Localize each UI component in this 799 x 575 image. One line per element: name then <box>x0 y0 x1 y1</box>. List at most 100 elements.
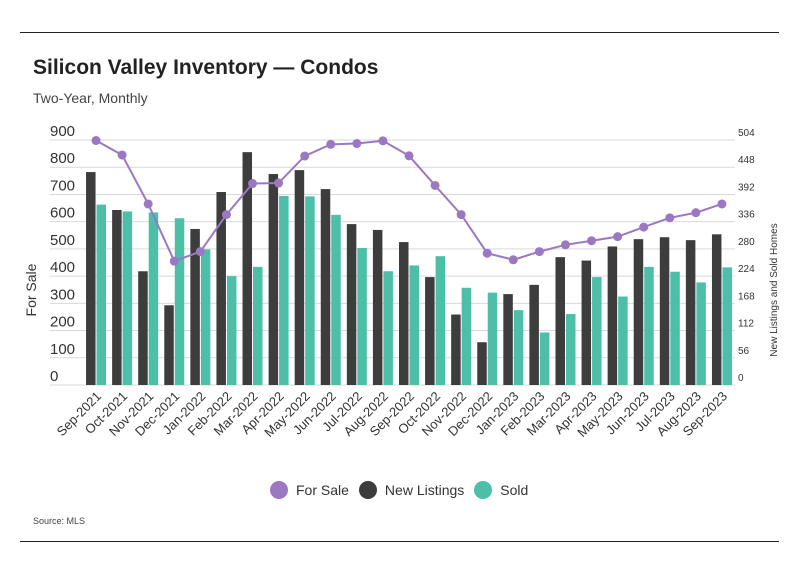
bar-sold <box>226 276 237 385</box>
bar-new-listings <box>138 271 148 385</box>
right-axis-label: New Listings and Sold Homes <box>769 223 780 356</box>
bar-sold <box>618 296 628 385</box>
for-sale-point <box>91 136 101 146</box>
for-sale-point <box>274 178 284 188</box>
right-tick-label: 168 <box>738 291 755 302</box>
bar-sold <box>122 211 133 385</box>
bar-sold <box>565 314 576 385</box>
bar-sold <box>305 196 315 385</box>
for-sale-point <box>587 236 597 246</box>
for-sale-point <box>613 232 623 242</box>
left-tick-label: 500 <box>50 232 75 249</box>
bar-new-listings <box>503 294 513 385</box>
left-tick-label: 200 <box>50 314 75 331</box>
legend-label-new-listings: New Listings <box>384 482 465 498</box>
right-tick-label: 112 <box>738 319 754 330</box>
for-sale-point <box>430 180 440 190</box>
right-tick-label: 224 <box>738 264 755 275</box>
bar-new-listings <box>685 240 696 385</box>
left-tick-label: 900 <box>50 123 75 140</box>
for-sale-line <box>91 136 727 266</box>
bar-new-listings <box>294 170 305 385</box>
bar-sold <box>174 218 185 385</box>
right-tick-label: 280 <box>738 237 755 248</box>
bar-sold <box>357 247 367 385</box>
chart-title: Silicon Valley Inventory — Condos <box>33 56 379 79</box>
for-sale-point <box>169 256 179 266</box>
bar-new-listings <box>242 152 253 385</box>
right-axis-tick-labels: 0 56 112 168 224 280 336 392 448 504 <box>738 128 755 384</box>
bar-new-listings <box>607 246 618 385</box>
x-axis-tick-labels: Sep-2021Oct-2021Nov-2021Dec-2021Jan-2022… <box>54 389 730 440</box>
right-tick-label: 56 <box>738 346 750 357</box>
bar-new-listings <box>216 192 226 385</box>
chart-subtitle: Two-Year, Monthly <box>33 90 148 106</box>
left-tick-label: 800 <box>50 150 75 167</box>
bar-sold <box>487 292 498 385</box>
bar-sold <box>253 266 263 385</box>
for-sale-point <box>117 150 127 160</box>
for-sale-point <box>248 179 258 189</box>
bar-sold <box>722 267 732 385</box>
for-sale-point <box>195 247 205 257</box>
for-sale-point <box>717 199 727 209</box>
bar-sold <box>409 265 419 385</box>
right-tick-label: 448 <box>738 155 755 166</box>
bar-sold <box>331 214 341 385</box>
legend-swatch-for-sale <box>270 481 288 499</box>
for-sale-point <box>378 136 388 146</box>
legend-item-for-sale: For Sale <box>270 481 349 499</box>
bar-sold <box>513 310 524 385</box>
for-sale-point <box>665 213 675 223</box>
left-tick-label: 0 <box>50 368 58 385</box>
legend-swatch-sold <box>474 481 493 499</box>
bar-sold <box>644 266 654 385</box>
bars <box>86 152 732 385</box>
bar-new-listings <box>581 260 592 385</box>
left-tick-label: 700 <box>50 177 75 194</box>
bar-sold <box>435 256 446 385</box>
for-sale-point <box>560 240 570 250</box>
for-sale-point <box>300 151 310 161</box>
top-rule <box>20 32 779 33</box>
bar-sold <box>670 271 680 385</box>
bar-sold <box>592 277 602 385</box>
for-sale-point <box>482 248 492 258</box>
bar-sold <box>279 195 289 385</box>
right-tick-label: 392 <box>738 182 755 193</box>
for-sale-point <box>508 255 518 265</box>
bar-new-listings <box>164 305 174 385</box>
left-tick-label: 300 <box>50 286 75 303</box>
bar-new-listings <box>399 242 409 385</box>
chart: 0 100 200 300 400 500 600 700 800 900 0 56 112 168 22… <box>23 123 780 440</box>
legend-item-new-listings: New Listings <box>358 481 465 499</box>
right-tick-label: 504 <box>738 128 755 139</box>
left-tick-label: 600 <box>50 205 75 222</box>
left-axis-label: For Sale <box>23 263 39 316</box>
bar-sold <box>696 282 706 385</box>
bar-sold <box>200 249 211 385</box>
bar-new-listings <box>659 237 670 385</box>
bar-new-listings <box>477 342 487 385</box>
bar-sold <box>539 332 550 385</box>
left-tick-label: 100 <box>50 341 75 358</box>
legend: For Sale New Listings Sold <box>270 481 528 499</box>
for-sale-point <box>143 199 153 209</box>
for-sale-point <box>534 247 544 257</box>
for-sale-point <box>352 139 362 149</box>
right-tick-label: 0 <box>738 373 744 384</box>
for-sale-point <box>404 151 414 161</box>
source-note: Source: MLS <box>33 516 86 526</box>
left-tick-label: 400 <box>50 259 75 276</box>
for-sale-point <box>691 208 701 218</box>
legend-item-sold: Sold <box>474 481 528 499</box>
bar-new-listings <box>346 224 357 385</box>
legend-label-sold: Sold <box>500 482 529 498</box>
bar-sold <box>96 204 107 385</box>
for-sale-point <box>456 210 466 220</box>
bar-new-listings <box>425 277 435 385</box>
for-sale-point <box>326 139 336 149</box>
bar-new-listings <box>372 229 383 385</box>
bar-new-listings <box>86 172 96 385</box>
bar-sold <box>383 271 393 385</box>
